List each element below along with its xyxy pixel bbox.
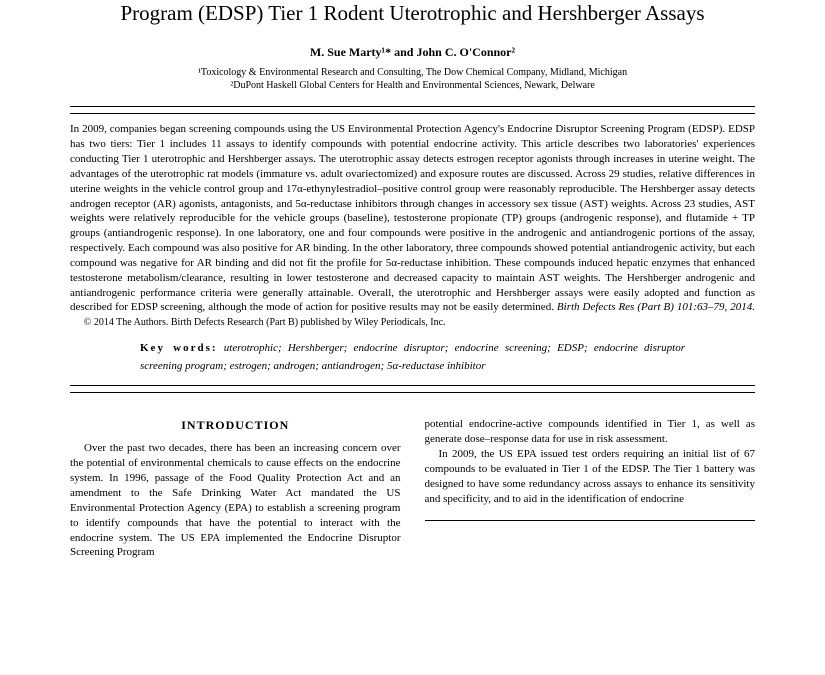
keywords-block: Key words: uterotrophic; Hershberger; en… (140, 340, 685, 375)
section-heading-introduction: INTRODUCTION (70, 417, 401, 433)
rule-mid-2 (70, 392, 755, 393)
column-right: potential endocrine-active compounds ide… (425, 417, 756, 560)
authors-line: M. Sue Marty¹* and John C. O'Connor² (70, 45, 755, 60)
col2-para-2: In 2009, the US EPA issued test orders r… (425, 447, 756, 506)
article-title: Program (EDSP) Tier 1 Rodent Uterotrophi… (70, 0, 755, 27)
affiliation-2: ²DuPont Haskell Global Centers for Healt… (70, 79, 755, 92)
abstract-block: In 2009, companies began screening compo… (70, 122, 755, 330)
affiliation-1: ¹Toxicology & Environmental Research and… (70, 66, 755, 79)
rule-mid-1 (70, 385, 755, 386)
col1-para-1: Over the past two decades, there has bee… (70, 441, 401, 560)
rule-top-2 (70, 113, 755, 114)
keywords-label: Key words: (140, 342, 218, 354)
body-columns: INTRODUCTION Over the past two decades, … (70, 417, 755, 560)
rule-top-1 (70, 106, 755, 107)
abstract-text: In 2009, companies began screening compo… (70, 123, 755, 313)
page-container: Program (EDSP) Tier 1 Rodent Uterotrophi… (0, 0, 825, 560)
column-footnote-rule (425, 520, 756, 521)
keywords-text: uterotrophic; Hershberger; endocrine dis… (140, 342, 685, 372)
citation: Birth Defects Res (Part B) 101:63–79, 20… (557, 301, 755, 313)
column-left: INTRODUCTION Over the past two decades, … (70, 417, 401, 560)
col2-para-1: potential endocrine-active compounds ide… (425, 417, 756, 447)
affiliations: ¹Toxicology & Environmental Research and… (70, 66, 755, 92)
copyright: © 2014 The Authors. Birth Defects Resear… (84, 317, 446, 328)
